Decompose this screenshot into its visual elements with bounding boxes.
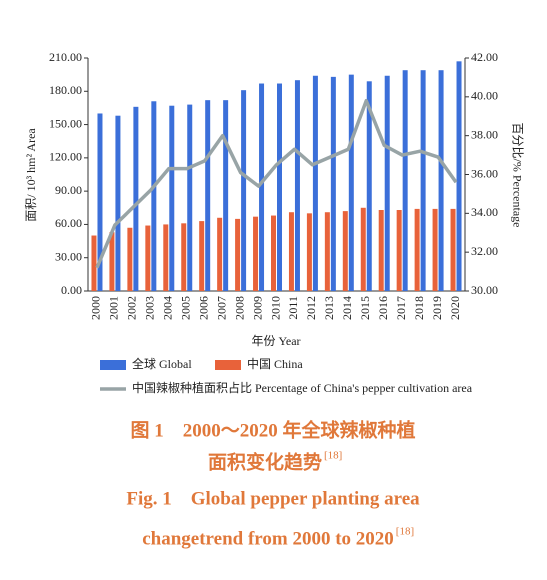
bar: [402, 70, 408, 291]
x-tick-label: 2006: [196, 296, 210, 320]
y2-tick-label: 34.00: [471, 205, 498, 219]
bar: [432, 208, 438, 291]
y-tick-label: 60.00: [55, 216, 82, 230]
legend-label: 全球 Global: [132, 356, 192, 371]
bar: [127, 227, 133, 291]
bar: [253, 216, 259, 291]
bar: [360, 207, 366, 291]
bar: [414, 208, 420, 291]
bar: [217, 217, 223, 291]
y2-axis-label: 百分比/% Percentage: [510, 123, 524, 228]
bar: [330, 76, 336, 291]
caption-ref: [18]: [396, 526, 414, 538]
bar: [342, 211, 348, 291]
legend-swatch: [215, 360, 241, 370]
legend-label: 中国 China: [247, 356, 303, 371]
x-tick-label: 2008: [232, 296, 246, 320]
y-axis-label: 面积/ 10³ hm² Area: [24, 128, 38, 222]
y-tick-label: 30.00: [55, 249, 82, 263]
y-tick-label: 210.00: [49, 50, 82, 64]
line-series: [95, 98, 458, 269]
caption-cn: 图 1 2000～2020 年全球辣椒种植: [130, 418, 415, 441]
bar: [259, 83, 265, 292]
x-tick-label: 2017: [394, 296, 408, 320]
y2-tick-label: 30.00: [471, 283, 498, 297]
bar: [109, 232, 115, 291]
bar: [450, 208, 456, 291]
bar: [181, 223, 187, 291]
bar: [288, 212, 294, 291]
bar: [235, 218, 241, 291]
bar: [133, 106, 139, 291]
caption-ref: [18]: [324, 450, 342, 462]
bar: [187, 104, 193, 291]
bar: [324, 212, 330, 291]
y-tick-label: 90.00: [55, 183, 82, 197]
x-tick-label: 2015: [358, 296, 372, 320]
caption-en: Fig. 1 Global pepper planting area: [126, 488, 420, 509]
x-tick-label: 2012: [304, 296, 318, 320]
bar: [151, 101, 157, 292]
bar: [294, 80, 300, 291]
bar: [384, 75, 390, 291]
x-tick-label: 2019: [430, 296, 444, 320]
bar: [223, 100, 229, 292]
bar: [312, 75, 318, 291]
bar: [438, 70, 444, 291]
x-tick-label: 2014: [340, 296, 354, 320]
bar: [97, 113, 103, 291]
bar: [163, 224, 169, 291]
x-tick-label: 2007: [214, 296, 228, 320]
bar: [115, 115, 121, 291]
bar: [378, 210, 384, 291]
bar: [456, 61, 462, 292]
x-tick-label: 2013: [322, 296, 336, 320]
caption-en: changetrend from 2000 to 2020: [142, 528, 394, 549]
y2-tick-label: 38.00: [471, 127, 498, 141]
x-tick-label: 2010: [268, 296, 282, 320]
x-tick-label: 2003: [143, 296, 157, 320]
x-tick-label: 2016: [376, 296, 390, 320]
bar: [306, 213, 312, 291]
y2-tick-label: 32.00: [471, 244, 498, 258]
bar: [145, 225, 151, 291]
caption-cn: 面积变化趋势: [208, 450, 322, 473]
bar: [199, 221, 205, 291]
x-tick-label: 2020: [448, 296, 462, 320]
y2-tick-label: 40.00: [471, 89, 498, 103]
bar: [205, 100, 211, 292]
bar: [91, 235, 97, 291]
legend-label: 中国辣椒种植面积占比 Percentage of China's pepper …: [132, 380, 473, 395]
y-tick-label: 150.00: [49, 116, 82, 130]
x-tick-label: 2009: [250, 296, 264, 320]
y-tick-label: 180.00: [49, 83, 82, 97]
y-tick-label: 0.00: [61, 283, 82, 297]
bar: [420, 70, 426, 291]
y2-tick-label: 42.00: [471, 50, 498, 64]
y2-tick-label: 36.00: [471, 166, 498, 180]
bar: [277, 83, 282, 292]
bar: [241, 90, 247, 291]
bar: [396, 210, 402, 291]
x-tick-label: 2005: [178, 296, 192, 320]
bar: [366, 81, 372, 291]
x-tick-label: 2002: [125, 296, 139, 320]
legend-swatch: [100, 360, 126, 370]
bar: [348, 74, 354, 292]
x-axis-label: 年份 Year: [251, 334, 300, 348]
bar: [169, 105, 175, 291]
x-tick-label: 2004: [161, 296, 175, 320]
y-tick-label: 120.00: [49, 150, 82, 164]
x-tick-label: 2018: [412, 296, 426, 320]
x-tick-label: 2011: [286, 296, 300, 320]
x-tick-label: 2000: [89, 296, 103, 320]
x-tick-label: 2001: [107, 296, 121, 320]
bar: [271, 215, 276, 291]
